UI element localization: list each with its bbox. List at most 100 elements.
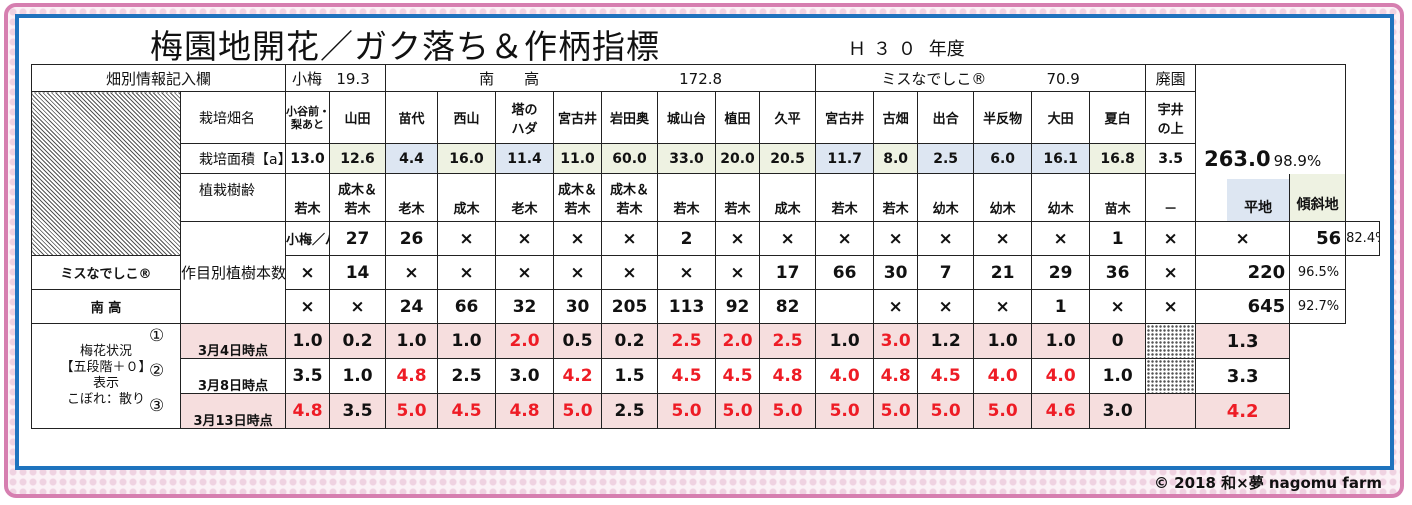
flower-value: 4.8 — [285, 393, 331, 429]
tree-age: 若木 — [815, 173, 875, 222]
tree-age: 若木 — [873, 173, 919, 222]
koume-header: 小梅 19.3 — [285, 64, 387, 92]
count-value: × — [715, 255, 761, 290]
age-row: 植栽樹齢 若木 成木＆ 若木 老木 成木 老木 成木＆ 若木 成木＆ 若木 若木 若木… — [32, 173, 1380, 222]
area-value: 16.1 — [1031, 143, 1091, 174]
flower-value: 3.0 — [495, 358, 555, 394]
flower-value: 4.5 — [657, 358, 717, 394]
misu-label: ミスなでしこ® — [881, 69, 987, 88]
area-value: 11.4 — [495, 143, 555, 174]
flower-value: 1.0 — [973, 323, 1033, 359]
flower-average: 1.3 — [1195, 323, 1291, 359]
flower-value: 0.2 — [329, 323, 387, 359]
flower-value: 1.0 — [285, 323, 331, 359]
plot-name: 西山 — [437, 91, 497, 144]
flower-value: 4.6 — [1031, 393, 1091, 429]
area-value: 33.0 — [657, 143, 717, 174]
flower-value: 2.5 — [657, 323, 717, 359]
count-value: 21 — [973, 255, 1033, 290]
flower-value: 2.5 — [437, 358, 497, 394]
flower-value: 2.0 — [495, 323, 555, 359]
flower-blank — [1290, 359, 1346, 394]
plot-name: 宇井 の上 — [1145, 91, 1197, 144]
haien-flower-cell — [1145, 323, 1197, 359]
tree-age: 幼木 — [1031, 173, 1091, 222]
flower-value: 1.5 — [601, 358, 659, 394]
plot-name: 城山台 — [657, 91, 717, 144]
count-value: × — [917, 221, 975, 256]
header-row: 畑別情報記入欄 小梅 19.3 南 高 172.8 ミスなでしこ® 70.9 廃園 — [30, 64, 1380, 92]
variety-count-label: 作目別植樹本数 — [179, 221, 287, 324]
plot-name: 夏白 — [1089, 91, 1147, 144]
count-value: 2 — [657, 221, 717, 256]
count-row-label: ミスなでしこ® — [31, 255, 181, 290]
area-value: 16.8 — [1089, 143, 1147, 174]
tree-age: 成木＆ 若木 — [553, 173, 603, 222]
year-suffix: 年度 — [928, 39, 965, 60]
flower-value: 5.0 — [815, 393, 875, 429]
count-value: × — [553, 221, 603, 256]
flower-value: 2.5 — [759, 323, 817, 359]
flower-value: 1.0 — [1031, 323, 1091, 359]
plot-name: 大田 — [1031, 91, 1091, 144]
count-value: 30 — [873, 255, 919, 290]
plot-name: 宮古井 — [553, 91, 603, 144]
flower-value: 4.2 — [553, 358, 603, 394]
plot-name: 苗代 — [385, 91, 439, 144]
flower-value: 5.0 — [385, 393, 439, 429]
count-value: × — [553, 255, 603, 290]
plot-name: 宮古井 — [815, 91, 875, 144]
flower-blank — [1290, 394, 1346, 429]
flower-value: 5.0 — [917, 393, 975, 429]
count-pct: 82.4% — [1345, 221, 1380, 256]
flower-value: 3.5 — [329, 393, 387, 429]
count-total: 645 — [1195, 289, 1291, 324]
count-value: 17 — [759, 255, 817, 290]
nanko-header: 南 高 172.8 — [385, 64, 817, 92]
area-value: 16.0 — [437, 143, 497, 174]
flower-value: 3.0 — [1089, 393, 1147, 429]
tree-age: 若木 — [715, 173, 761, 222]
flower-value: 0.2 — [601, 323, 659, 359]
flower-value: 4.0 — [815, 358, 875, 394]
flat-label-cell: 平地 — [1195, 173, 1291, 222]
area-value: 6.0 — [973, 143, 1033, 174]
count-value: 14 — [329, 255, 387, 290]
count-row-label: 南 高 — [31, 289, 181, 324]
flower-average: 3.3 — [1195, 358, 1291, 394]
field-info-header: 畑別情報記入欄 — [30, 64, 287, 92]
tree-age: 幼木 — [917, 173, 975, 222]
flat-label: 平地 — [1227, 179, 1289, 221]
count-value: × — [285, 255, 331, 290]
count-value: × — [437, 255, 497, 290]
count-value: × — [917, 289, 975, 324]
flower-row-number: ② — [149, 361, 165, 381]
tree-age: 成木＆ 若木 — [329, 173, 387, 222]
flower-value: 4.5 — [917, 358, 975, 394]
flower-value: 3.5 — [285, 358, 331, 394]
nanko-label: 南 高 — [479, 69, 540, 88]
page-title: 梅園地開花／ガク落ち＆作柄指標 — [150, 27, 660, 66]
flower-value: 5.0 — [873, 393, 919, 429]
hatched-block — [31, 91, 181, 256]
count-value: × — [657, 255, 717, 290]
count-value: × — [329, 289, 387, 324]
count-value: × — [385, 255, 439, 290]
count-value: 1 — [1089, 221, 1147, 256]
flower-value: 2.5 — [601, 393, 659, 429]
flower-date-cell: ② 3月8日時点 — [149, 358, 287, 394]
count-row-label: 小梅／パープル — [285, 221, 331, 256]
area-row: 栽培面積【a】 13.0 12.6 4.4 16.0 11.4 11.0 60.… — [32, 143, 1380, 174]
flower-date: 3月13日時点 — [193, 413, 273, 429]
count-row: 作目別植樹本数 小梅／パープル 27 26 × × × × 2 × × × × … — [32, 221, 1380, 324]
flower-value: 4.8 — [385, 358, 439, 394]
plot-name: 半反物 — [973, 91, 1033, 144]
total-area: 263.0 — [1204, 146, 1271, 171]
flower-value: 5.0 — [657, 393, 717, 429]
tree-age: 若木 — [657, 173, 717, 222]
count-value: 205 — [601, 289, 659, 324]
count-value: × — [437, 221, 497, 256]
count-value: × — [1145, 221, 1197, 256]
area-value: 8.0 — [873, 143, 919, 174]
flower-date: 3月4日時点 — [197, 343, 269, 359]
